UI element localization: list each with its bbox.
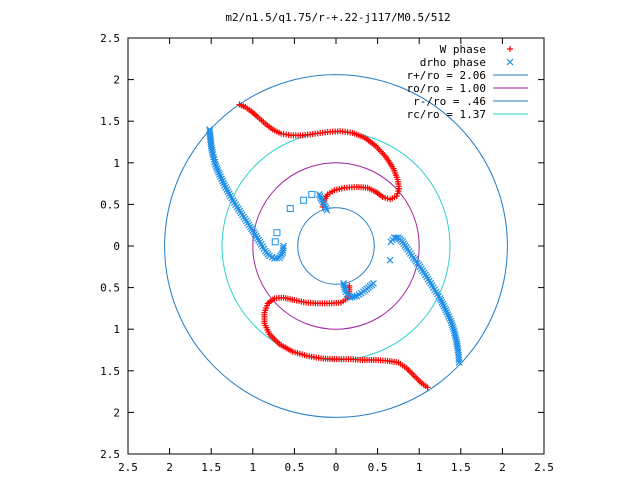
data-point (211, 161, 219, 168)
data-point (300, 196, 308, 204)
circle-3 (221, 131, 451, 361)
legend-marker (507, 46, 513, 52)
data-point (442, 306, 450, 314)
legend-label: r+/ro = 2.06 (407, 69, 486, 82)
y-tick-label: 0.5 (100, 282, 120, 295)
data-point (440, 302, 448, 310)
reference-circles (164, 74, 508, 418)
series-1 (206, 126, 463, 366)
legend-label: rc/ro = 1.37 (407, 108, 486, 121)
y-tick-label: 0 (113, 240, 120, 253)
data-point (340, 281, 348, 289)
legend-marker (506, 58, 514, 66)
circle-2 (297, 207, 375, 285)
x-tick-label: 1 (416, 461, 423, 474)
series-2 (271, 190, 316, 246)
data-point (280, 242, 288, 250)
data-point (341, 283, 349, 291)
series-0 (236, 101, 431, 391)
x-tick-label: 2 (499, 461, 506, 474)
x-tick-label: 1.5 (451, 461, 471, 474)
y-tick-label: 0.5 (100, 198, 120, 211)
data-point (321, 202, 329, 210)
data-point (450, 327, 458, 335)
data-point (450, 325, 457, 333)
data-point (210, 156, 218, 163)
data-point (210, 153, 217, 161)
data-point (209, 151, 217, 158)
y-tick-label: 1.5 (100, 365, 120, 378)
x-tick-label: 0.5 (368, 461, 388, 474)
legend-label: W phase (440, 43, 486, 56)
data-point (451, 329, 459, 337)
data-series (206, 101, 463, 391)
data-point (437, 296, 445, 304)
data-point (449, 323, 457, 331)
data-point (448, 319, 455, 327)
data-point (308, 190, 316, 198)
data-point (322, 204, 330, 212)
y-tick-label: 2.5 (100, 448, 120, 461)
data-point (213, 165, 221, 172)
circle-0 (164, 74, 508, 418)
data-point (438, 298, 446, 306)
data-point (351, 293, 359, 300)
data-point (214, 167, 222, 174)
y-tick-label: 1.5 (100, 115, 120, 128)
data-point (387, 238, 395, 246)
chart-title: m2/n1.5/q1.75/r-+.22-j117/M0.5/512 (225, 11, 450, 24)
x-tick-label: 2.5 (534, 461, 554, 474)
data-point (340, 280, 347, 287)
data-point (392, 234, 400, 242)
y-tick-label: 2.5 (100, 32, 120, 45)
x-tick-label: 0.5 (284, 461, 304, 474)
y-tick-label: 1 (113, 157, 120, 170)
x-tick-label: 2.5 (118, 461, 138, 474)
data-point (211, 158, 219, 166)
x-tick-label: 0 (333, 461, 340, 474)
legend-label: r-/ro = .46 (413, 95, 486, 108)
data-point (286, 205, 294, 213)
y-tick-label: 2 (113, 74, 120, 87)
y-tick-label: 1 (113, 323, 120, 336)
data-point (271, 238, 279, 246)
data-point (441, 304, 449, 312)
data-point (317, 194, 325, 202)
data-point (370, 280, 377, 287)
x-tick-label: 1.5 (201, 461, 221, 474)
data-point (273, 254, 281, 262)
x-tick-label: 2 (166, 461, 173, 474)
data-point (215, 169, 223, 176)
x-tick-label: 1 (249, 461, 256, 474)
circle-1 (252, 162, 420, 330)
y-tick-label: 2 (113, 406, 120, 419)
data-point (386, 256, 394, 264)
data-point (212, 163, 220, 170)
data-point (439, 300, 447, 308)
data-point (279, 244, 287, 252)
data-point (346, 282, 353, 289)
axis-ticks: 2.5 2 1.5 1 0.5 0 0.5 1 1.5 2 2.52.521.510.500.511… (100, 32, 554, 474)
data-point (316, 192, 324, 200)
data-point (323, 206, 331, 214)
legend-label: drho phase (420, 56, 486, 69)
data-point (448, 321, 456, 329)
data-point (315, 190, 323, 198)
data-point (273, 229, 281, 237)
legend-label: ro/ro = 1.00 (407, 82, 486, 95)
